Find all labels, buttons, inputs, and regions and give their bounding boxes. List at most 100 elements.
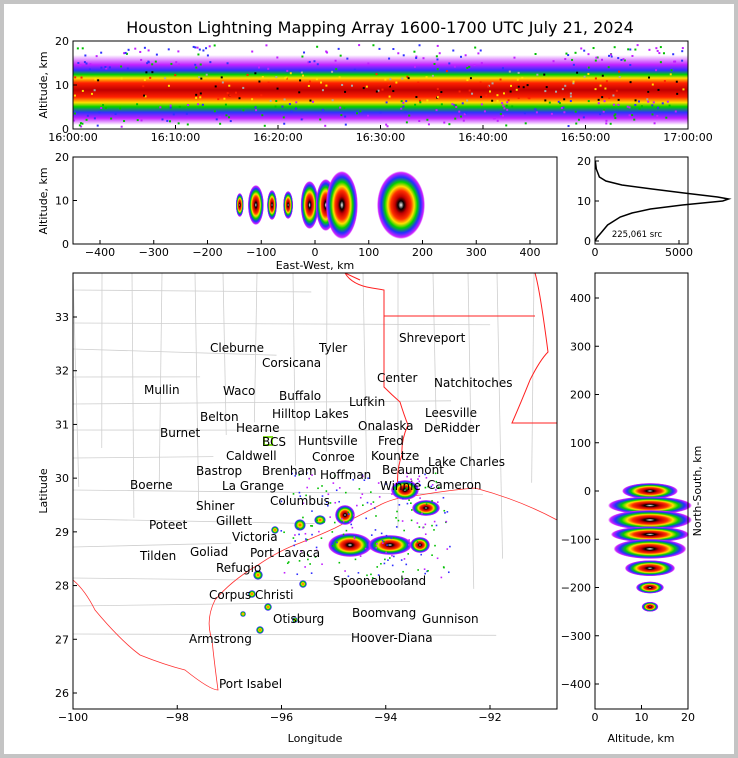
source-point (311, 533, 313, 536)
time-height-panel: 16:00:00 16:10:00 16:20:00 16:30:00 16:40:00… (37, 35, 713, 144)
source-point (143, 46, 146, 49)
source-point (448, 123, 451, 126)
source-point (125, 52, 128, 55)
source-point (426, 118, 429, 121)
source-point (506, 108, 509, 111)
source-point (73, 119, 76, 122)
source-point (164, 77, 167, 80)
source-point (384, 558, 386, 561)
source-point (424, 486, 427, 489)
source-point (338, 76, 341, 79)
source-point (255, 109, 258, 112)
source-point (433, 62, 436, 65)
source-point (369, 547, 371, 550)
source-point (599, 84, 602, 87)
source-point (558, 102, 561, 105)
source-point (375, 547, 378, 549)
source-point (337, 47, 340, 50)
source-point (307, 558, 309, 561)
source-point (206, 54, 209, 57)
source-point (93, 89, 96, 92)
source-point (477, 52, 480, 55)
source-point (577, 118, 580, 121)
source-point (527, 96, 530, 99)
source-point (634, 48, 637, 51)
source-point (80, 125, 83, 128)
source-point (81, 47, 84, 50)
source-point (332, 482, 335, 484)
source-point (166, 119, 169, 122)
source-point (587, 53, 590, 56)
y-tick-label: 0 (584, 485, 591, 498)
y-tick-label: 20 (577, 155, 591, 168)
source-point (517, 97, 520, 100)
source-point (341, 83, 344, 86)
source-point (291, 472, 293, 475)
source-point (251, 50, 254, 53)
source-point (355, 112, 358, 115)
source-point (397, 519, 400, 522)
y-tick-label: 200 (570, 389, 591, 402)
source-point (417, 569, 419, 571)
source-point (76, 47, 79, 50)
source-point (662, 52, 665, 55)
source-point (351, 526, 354, 529)
source-point (583, 49, 586, 52)
source-point (402, 497, 404, 500)
source-point (523, 112, 526, 115)
source-point (377, 574, 380, 576)
source-point (665, 116, 668, 119)
city-label: Brenham (262, 464, 317, 478)
source-point (647, 90, 650, 93)
source-point (434, 472, 437, 475)
source-point (382, 542, 384, 544)
source-point (469, 77, 472, 80)
source-point (681, 59, 684, 62)
source-point (123, 120, 126, 123)
source-point (146, 62, 149, 65)
source-point (397, 52, 400, 55)
lightning-cell (610, 526, 690, 543)
source-point (676, 92, 679, 95)
source-point (661, 102, 664, 105)
county-line (158, 273, 163, 490)
y-tick-label: 300 (570, 340, 591, 353)
source-point (309, 563, 311, 565)
source-point (651, 113, 654, 116)
source-point (379, 111, 382, 114)
y-tick-label: 26 (55, 687, 69, 700)
source-point (359, 110, 362, 113)
source-point (90, 92, 93, 95)
source-point (145, 71, 148, 74)
source-point (298, 474, 301, 476)
source-point (281, 105, 284, 108)
city-label: Boerne (130, 478, 173, 492)
source-point (628, 114, 631, 117)
y-tick-label: 10 (55, 79, 69, 92)
source-point (681, 50, 684, 53)
source-point (381, 539, 384, 542)
map-frame (72, 272, 558, 710)
source-point (435, 524, 438, 527)
source-point (331, 531, 334, 533)
source-point (238, 97, 241, 100)
source-point (340, 114, 343, 117)
city-label: Fred (378, 434, 404, 448)
source-point (389, 78, 392, 81)
source-point (416, 541, 419, 543)
source-point (186, 123, 189, 126)
source-point (400, 559, 403, 561)
source-point (299, 69, 302, 72)
county-line (531, 273, 535, 483)
source-point (167, 84, 170, 87)
source-point (174, 74, 177, 77)
city-label: Hoffman (320, 468, 371, 482)
city-label: Huntsville (298, 434, 358, 448)
source-point (436, 68, 439, 71)
source-point (502, 104, 505, 107)
source-point (431, 74, 434, 77)
source-point (427, 123, 430, 126)
source-point (388, 57, 391, 60)
source-point (425, 476, 428, 479)
source-point (375, 515, 377, 517)
